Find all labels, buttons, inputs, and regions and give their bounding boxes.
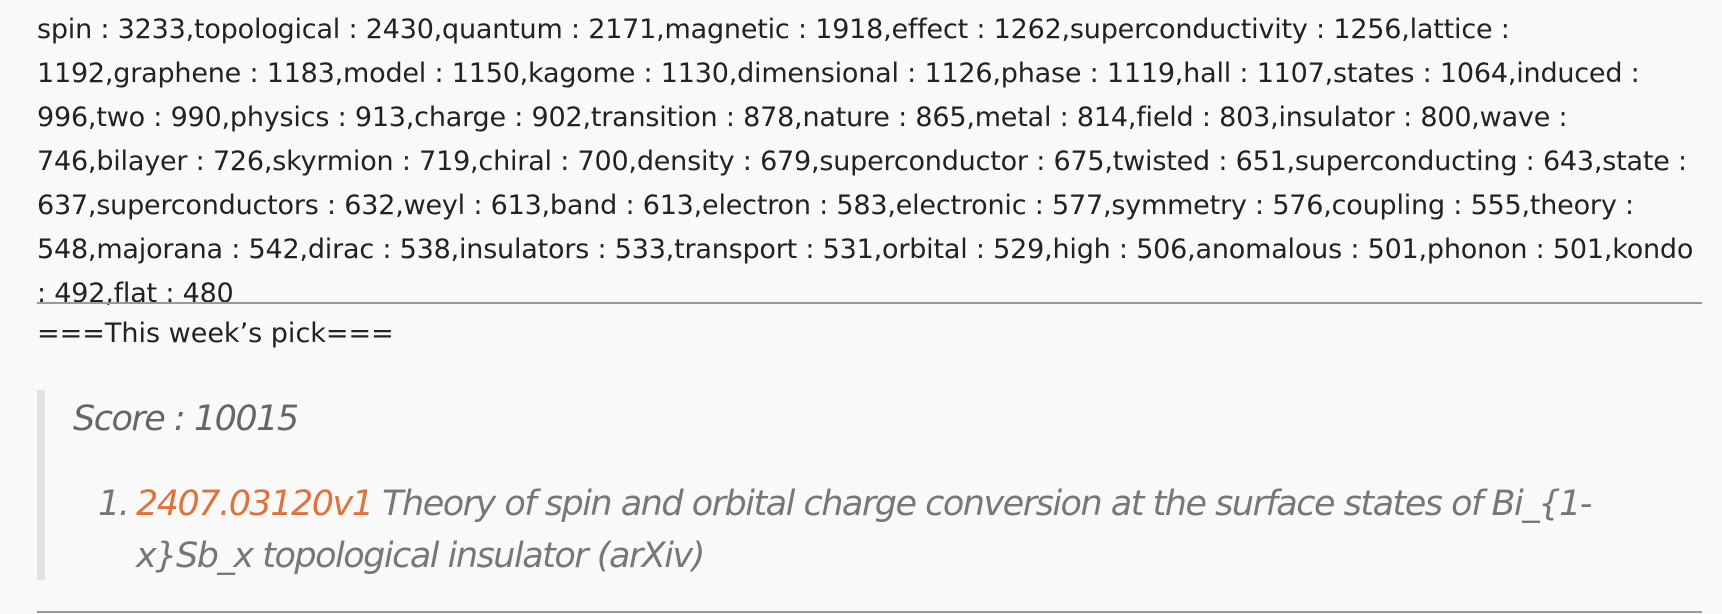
pick-heading: ===This week’s pick=== — [37, 318, 394, 349]
pick-item: 1. 2407.03120v1 Theory of spin and orbita… — [45, 478, 1655, 582]
weekly-pick-quote: Score : 10015 1. 2407.03120v1 Theory of s… — [37, 390, 1702, 580]
page-content: spin : 3233,topological : 2430,quantum :… — [37, 8, 1702, 613]
word-frequency-list: spin : 3233,topological : 2430,quantum :… — [37, 14, 1694, 309]
divider-bottom — [37, 611, 1702, 613]
paper-title: Theory of spin and orbital charge conver… — [136, 484, 1592, 576]
score-label: Score : 10015 — [73, 399, 299, 439]
arxiv-link[interactable]: 2407.03120v1 — [136, 484, 374, 524]
pick-number: 1. — [98, 484, 130, 524]
pick-list: 1. 2407.03120v1 Theory of spin and orbita… — [45, 478, 1655, 582]
divider-top — [37, 302, 1702, 304]
